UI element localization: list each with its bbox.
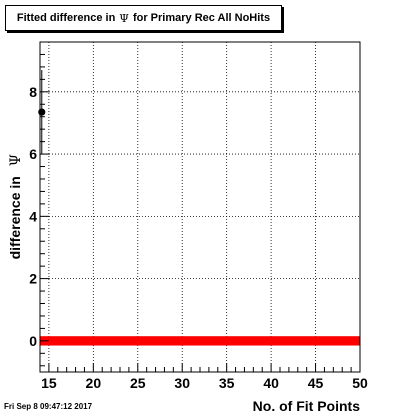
chart-title-prefix: Fitted difference in <box>16 12 116 24</box>
y-tick-label-0: 0 <box>29 333 37 349</box>
x-tick-label-50: 50 <box>352 375 368 391</box>
data-point-0 <box>38 108 46 116</box>
x-tick-label-20: 20 <box>86 375 102 391</box>
y-axis-title-symbol: Ψ <box>8 154 24 166</box>
data-points <box>38 70 46 155</box>
chart-title-suffix: for Primary Rec All NoHits <box>132 12 271 24</box>
timestamp-footer: Fri Sep 8 09:47:12 2017 <box>4 402 93 411</box>
x-tick-label-45: 45 <box>308 375 324 391</box>
grid-lines <box>40 42 360 372</box>
y-tick-label-4: 4 <box>29 208 37 224</box>
x-tick-label-15: 15 <box>41 375 57 391</box>
x-axis-ticks: 15 20 25 30 35 40 45 50 <box>39 363 368 391</box>
x-axis-title: No. of Fit Points <box>253 398 361 414</box>
x-tick-label-40: 40 <box>263 375 279 391</box>
y-tick-label-8: 8 <box>29 84 37 100</box>
x-tick-label-35: 35 <box>219 375 235 391</box>
y-tick-label-6: 6 <box>29 146 37 162</box>
chart-title-symbol: Ψ <box>119 11 129 25</box>
y-tick-label-2: 2 <box>29 271 37 287</box>
x-tick-label-30: 30 <box>174 375 190 391</box>
chart-title: Fitted difference in Ψ for Primary Rec A… <box>5 5 282 31</box>
y-axis-title-prefix: difference in <box>7 176 23 259</box>
y-axis-ticks: 0 2 4 6 8 <box>29 41 49 367</box>
zero-band <box>40 336 360 346</box>
x-tick-label-25: 25 <box>130 375 146 391</box>
y-axis-title: difference in Ψ <box>7 154 24 259</box>
zero-band-bar <box>40 336 360 346</box>
